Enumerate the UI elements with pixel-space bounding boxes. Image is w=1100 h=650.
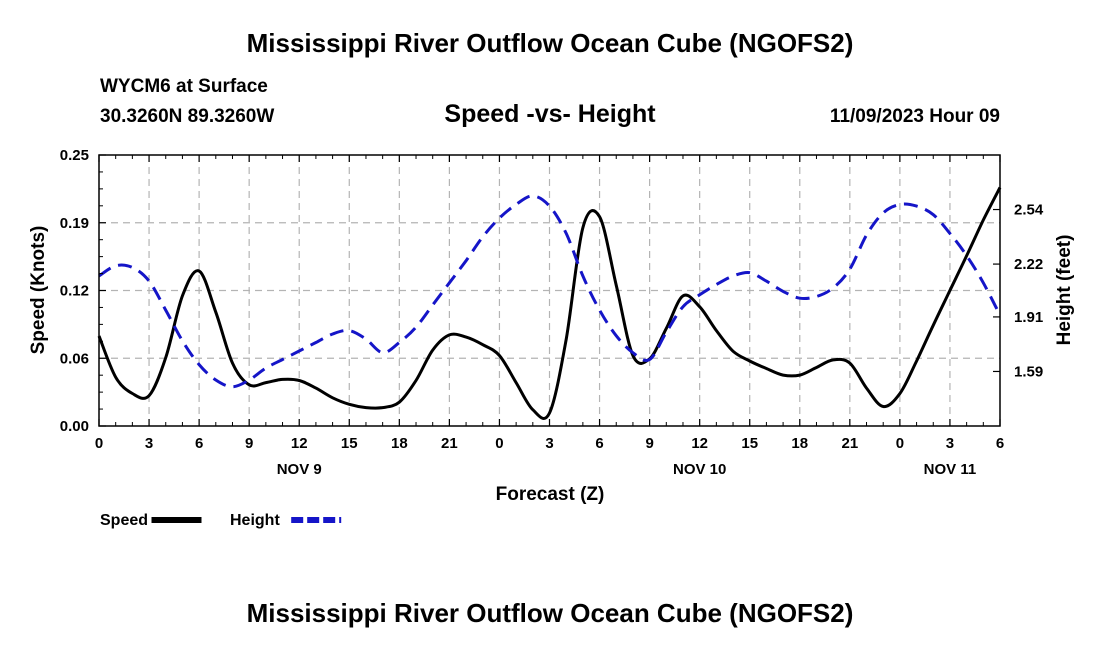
- x-tick-label: 9: [245, 435, 253, 452]
- x-tick-label: 6: [195, 435, 203, 452]
- station-coords: 30.3260N 89.3260W: [100, 106, 275, 127]
- chart-subtitle: Speed -vs- Height: [444, 100, 656, 128]
- x-tick-label: 6: [595, 435, 603, 452]
- x-tick-label: 0: [95, 435, 103, 452]
- page-title-repeat: Mississippi River Outflow Ocean Cube (NG…: [246, 598, 854, 628]
- station-name: WYCM6 at Surface: [100, 76, 268, 97]
- forecast-datetime: 11/09/2023 Hour 09: [829, 106, 1000, 127]
- x-tick-label: 21: [841, 435, 858, 452]
- y2-tick-label: 1.59: [1014, 363, 1043, 380]
- y-tick-label: 0.06: [60, 350, 89, 367]
- page-title: Mississippi River Outflow Ocean Cube (NG…: [246, 28, 854, 58]
- y-tick-label: 0.25: [60, 147, 89, 164]
- x-tick-label: 18: [391, 435, 408, 452]
- x-tick-label: 21: [441, 435, 458, 452]
- date-label: NOV 10: [673, 461, 726, 478]
- x-tick-label: 18: [791, 435, 808, 452]
- y-tick-label: 0.19: [60, 215, 89, 232]
- x-tick-label: 3: [145, 435, 153, 452]
- x-tick-label: 9: [645, 435, 653, 452]
- x-tick-label: 0: [896, 435, 904, 452]
- x-tick-label: 3: [545, 435, 553, 452]
- legend: Speed Height: [100, 512, 342, 529]
- axes-group: 0 3 6 9 12 15 18 21 0 3 6 9 12 15 18 21 0 3 6 0.00 0.06 0.12 0…: [60, 147, 1044, 478]
- y2-tick-label: 2.22: [1014, 256, 1043, 273]
- x-tick-label: 6: [996, 435, 1004, 452]
- series-group: [97, 186, 1002, 420]
- legend-label-speed: Speed: [100, 512, 148, 529]
- legend-label-height: Height: [230, 512, 280, 529]
- y-axis-label: Speed (Knots): [28, 226, 49, 355]
- y2-tick-label: 2.54: [1014, 202, 1044, 219]
- x-tick-label: 15: [741, 435, 758, 452]
- y-tick-label: 0.00: [60, 418, 89, 435]
- series-line-speed: [97, 186, 1002, 420]
- date-label: NOV 11: [924, 461, 977, 478]
- x-tick-label: 12: [691, 435, 708, 452]
- y-tick-label: 0.12: [60, 283, 89, 300]
- date-label: NOV 9: [277, 461, 322, 478]
- x-tick-label: 15: [341, 435, 358, 452]
- x-tick-label: 0: [495, 435, 503, 452]
- x-tick-label: 3: [946, 435, 954, 452]
- y2-tick-label: 1.91: [1014, 309, 1043, 326]
- x-axis-label: Forecast (Z): [496, 484, 605, 505]
- y2-axis-label: Height (feet): [1054, 235, 1075, 346]
- x-tick-label: 12: [291, 435, 308, 452]
